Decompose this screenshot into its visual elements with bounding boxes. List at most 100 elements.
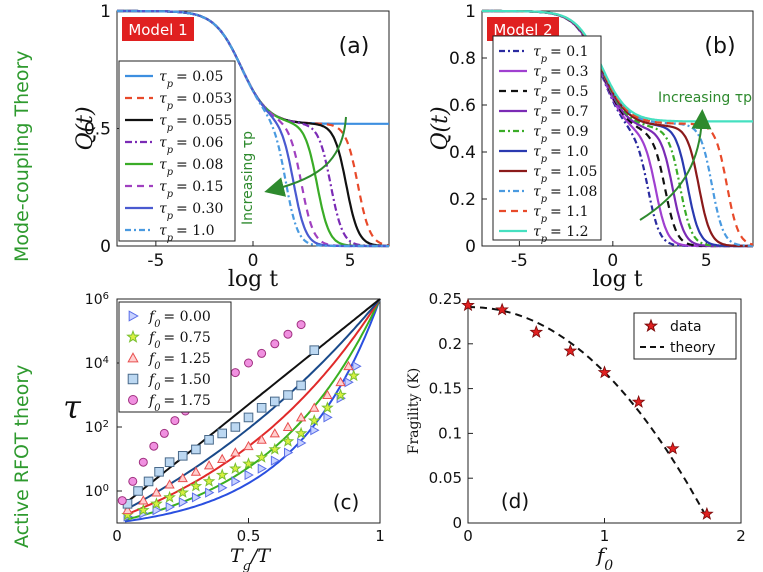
x-tick-label: 0 <box>112 527 122 545</box>
data-point <box>190 466 202 476</box>
data-point <box>270 455 281 466</box>
y-tick-label: 0.6 <box>449 96 476 116</box>
data-point <box>117 496 127 506</box>
legend-marker <box>128 395 138 405</box>
data-point <box>269 428 280 438</box>
panel-label: (d) <box>501 489 529 513</box>
fit-line-4 <box>124 298 381 505</box>
data-point <box>128 476 138 486</box>
legend-label: τp = 1.08 <box>533 184 597 205</box>
data-point <box>191 492 202 503</box>
x-axis-label: Tg/T <box>230 545 271 572</box>
data-point <box>231 476 241 487</box>
data-point <box>343 360 354 371</box>
data-point <box>244 469 254 481</box>
data-point <box>335 376 346 387</box>
x-tick-label: 0 <box>463 527 473 545</box>
panel-label: (a) <box>339 34 370 59</box>
legend-label: theory <box>670 340 716 356</box>
data-point <box>309 402 320 412</box>
data-point <box>665 441 680 455</box>
data-point <box>204 435 214 445</box>
data-point <box>177 472 188 483</box>
legend-label: τp = 0.05 <box>159 69 223 90</box>
legend-label: τp = 1.2 <box>533 224 588 245</box>
legend-label: τp = 0.3 <box>533 64 588 85</box>
x-tick-label: 5 <box>701 251 712 271</box>
legend-label: τp = 0.055 <box>159 113 232 134</box>
data-point <box>309 345 320 355</box>
data-point <box>215 468 229 481</box>
data-point <box>255 450 268 463</box>
legend-label: τp = 1.0 <box>159 223 214 244</box>
legend-label: f0 = 0.75 <box>148 330 211 351</box>
row-label-rfot: Active RFOT theory <box>11 365 33 548</box>
data-point <box>344 377 354 388</box>
legend-marker <box>127 352 139 363</box>
data-point <box>203 460 215 470</box>
y-tick-label: 0 <box>465 237 476 257</box>
fit-line-0 <box>124 298 381 523</box>
panel-d: 0 1 2 0 0.05 0.1 0.15 0.2 0.25 data theory (d) Fragi… <box>406 290 746 572</box>
data-point <box>230 447 241 457</box>
data-point <box>138 457 148 467</box>
legend-box <box>118 301 232 413</box>
data-point <box>495 302 509 316</box>
legend-marker <box>126 329 140 343</box>
data-point <box>164 457 175 467</box>
series-line-7 <box>117 9 389 248</box>
panel-label: (b) <box>704 34 735 59</box>
y-tick-label: 100 <box>85 483 109 501</box>
data-point <box>296 320 306 330</box>
data-point <box>296 380 306 391</box>
data-point <box>597 365 612 379</box>
y-tick-label: 0.25 <box>429 290 462 308</box>
legend-label: f0 = 0.00 <box>148 309 211 330</box>
data-point <box>529 324 544 338</box>
data-point <box>205 487 215 498</box>
y-axis-label: τ <box>63 388 82 426</box>
data-point <box>334 388 347 401</box>
y-tick-label: 0 <box>452 514 462 532</box>
data-point <box>270 396 280 407</box>
data-point <box>243 440 254 451</box>
data-point <box>242 457 255 470</box>
data-point <box>218 482 228 493</box>
legend-label: τp = 0.7 <box>533 104 588 125</box>
data-point <box>283 390 293 400</box>
x-tick-label: -5 <box>511 251 528 271</box>
x-axis-label: f0 <box>595 543 613 572</box>
annotation-text: Increasing τp <box>658 90 752 106</box>
data-point <box>151 487 162 497</box>
model-label: Model 2 <box>493 21 552 39</box>
y-tick-label: 0.1 <box>438 424 462 442</box>
legend-label: τp = 1.0 <box>533 144 588 165</box>
data-point <box>164 479 175 489</box>
legend-marker <box>127 373 139 385</box>
row-label-mct: Mode-coupling Theory <box>11 50 33 262</box>
x-tick-label: 1 <box>600 527 610 545</box>
data-point <box>150 497 163 510</box>
x-axis-label: log t <box>592 267 642 292</box>
legend-label: τp = 0.08 <box>159 157 223 178</box>
legend-label: τp = 0.06 <box>159 135 223 156</box>
y-tick-label: 1 <box>100 2 111 22</box>
theory-line <box>468 306 708 519</box>
y-axis-label: Fragility (K) <box>406 368 422 455</box>
data-point <box>323 412 333 423</box>
data-point <box>152 505 162 516</box>
annotation-text: Increasing τp <box>240 131 256 225</box>
legend-label: data <box>670 319 702 335</box>
legend-marker <box>128 310 139 322</box>
x-tick-label: 1 <box>375 527 385 545</box>
legend-label: f0 = 1.25 <box>148 351 211 372</box>
data-point <box>133 486 143 496</box>
data-point <box>163 490 176 503</box>
data-point <box>461 298 475 312</box>
x-tick-label: 2 <box>736 527 746 545</box>
legend-box <box>118 60 236 242</box>
data-point <box>229 461 242 474</box>
y-tick-label: 0 <box>100 237 111 257</box>
data-point <box>310 425 320 436</box>
